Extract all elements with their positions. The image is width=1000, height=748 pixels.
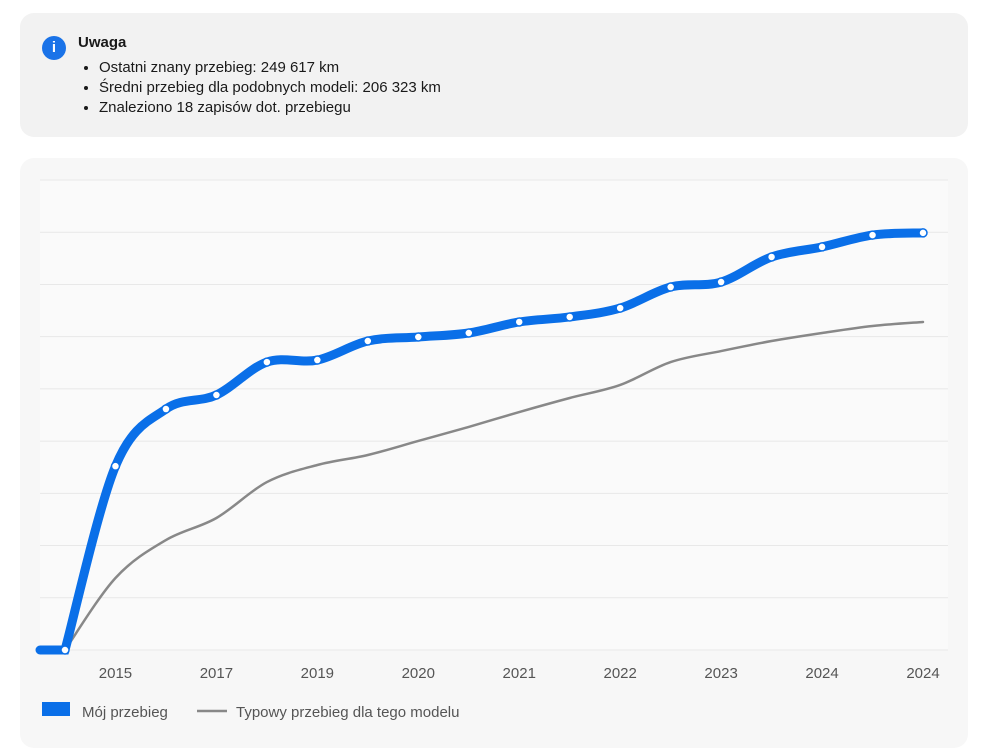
x-tick-label: 2015	[99, 665, 132, 682]
data-point	[918, 228, 928, 238]
data-point	[615, 303, 625, 313]
x-tick-label: 2024	[805, 665, 838, 682]
data-point	[716, 277, 726, 287]
x-tick-label: 2024	[906, 665, 939, 682]
data-point	[766, 252, 777, 262]
data-point	[60, 645, 70, 655]
x-tick-label: 2019	[301, 665, 334, 682]
page: {"notice": {"title": "Uwaga", "items": […	[0, 0, 1000, 727]
notice	[20, 13, 968, 137]
legend-swatch	[42, 702, 70, 716]
data-point	[211, 390, 222, 400]
data-point	[817, 242, 827, 252]
data-point	[464, 328, 474, 338]
notice-title: Uwaga	[78, 34, 127, 51]
data-point	[262, 357, 272, 367]
legend-label: Typowy przebieg dla tego modelu	[236, 704, 459, 721]
data-point	[312, 355, 323, 365]
data-point	[867, 230, 878, 240]
data-point	[514, 317, 524, 327]
x-tick-label: 2020	[402, 665, 435, 682]
data-point	[564, 312, 575, 322]
notice-list: Ostatni znany przebieg: 249 617 km Średn…	[79, 58, 441, 118]
data-point	[363, 336, 373, 346]
x-tick-label: 2022	[603, 665, 636, 682]
chart: 2015 2017 2019 2020 2021 2022 2023 2024 2024 Mój …	[35, 179, 948, 721]
x-tick-label: 2017	[200, 665, 233, 682]
notice-item: Znaleziono 18 zapisów dot. przebiegu	[99, 98, 441, 118]
data-point	[665, 282, 676, 292]
data-point	[161, 404, 171, 414]
x-tick-label: 2023	[704, 665, 737, 682]
plot-area	[40, 180, 948, 650]
series-line	[38, 320, 925, 652]
notice-item: Średni przebieg dla podobnych modeli: 20…	[99, 78, 441, 98]
info-icon: i	[42, 36, 66, 60]
data-point	[110, 461, 121, 471]
data-point	[413, 332, 424, 342]
legend-label: Mój przebieg	[82, 704, 168, 721]
notice-item: Ostatni znany przebieg: 249 617 km	[99, 58, 441, 78]
x-tick-label: 2021	[503, 665, 536, 682]
